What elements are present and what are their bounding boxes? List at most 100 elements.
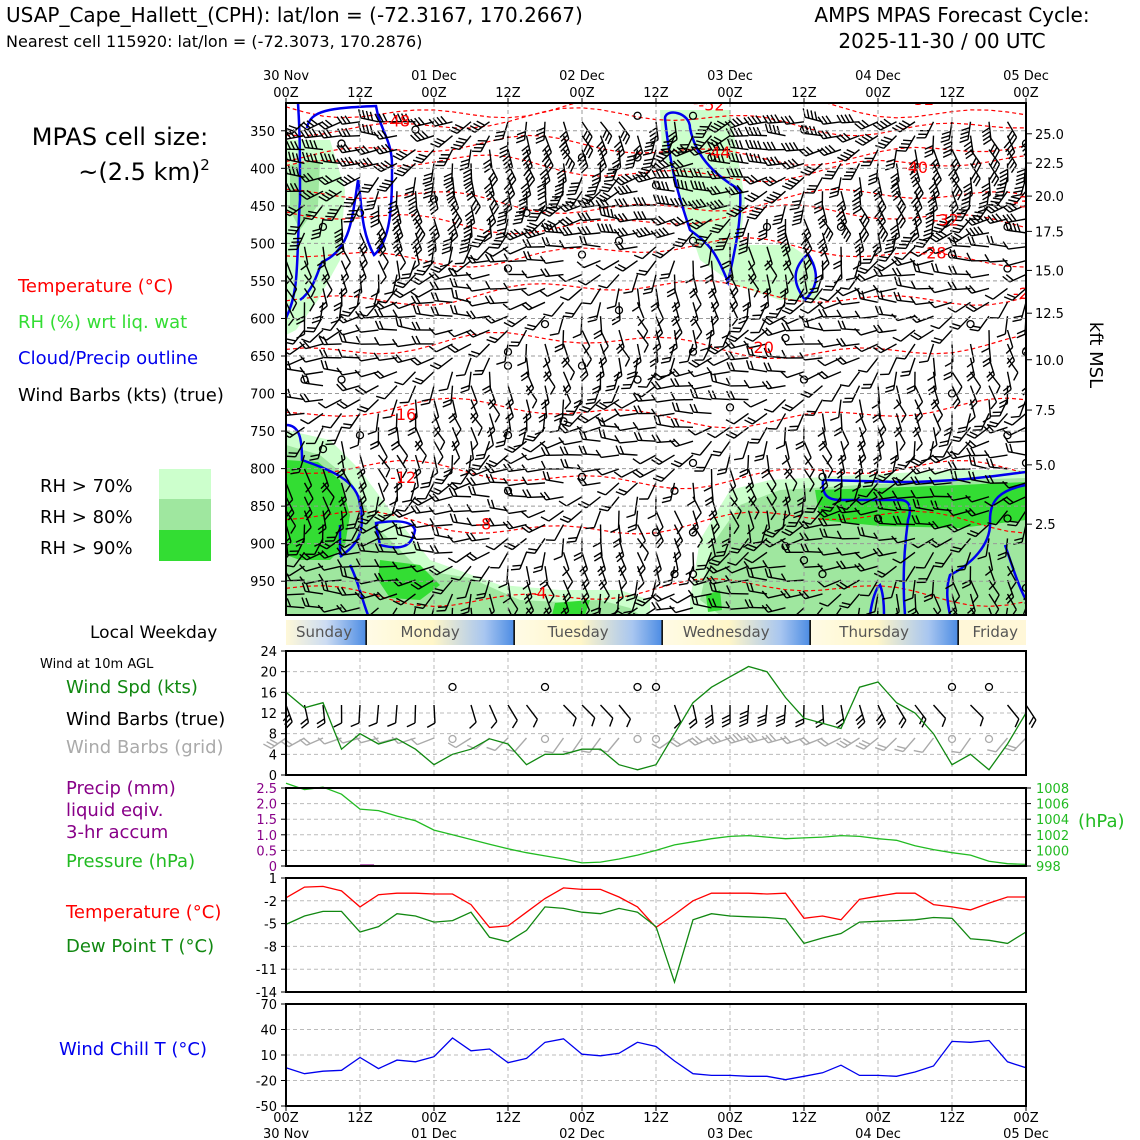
barb-flag xyxy=(766,196,776,202)
barb-flag xyxy=(263,138,271,147)
wind-barb xyxy=(539,255,564,265)
barb-flag xyxy=(464,182,473,190)
barb-flag xyxy=(267,365,272,373)
wind-barb xyxy=(965,214,990,226)
forecast-title: AMPS MPAS Forecast Cycle: xyxy=(814,3,1089,27)
barb-staff xyxy=(470,412,483,429)
barb-flag xyxy=(620,175,629,183)
barb-flag xyxy=(793,214,803,218)
barb-flag xyxy=(806,146,814,154)
barb-staff xyxy=(454,343,472,354)
barb-flag xyxy=(627,371,636,376)
barb-staff xyxy=(508,259,527,263)
barb-flag xyxy=(910,296,917,305)
barb-flag xyxy=(576,261,585,269)
barb-flag xyxy=(349,444,359,450)
barb-flag xyxy=(696,140,706,144)
barb-flag xyxy=(641,197,647,206)
barb-flag xyxy=(370,222,379,228)
barb-flag xyxy=(407,430,417,437)
wind-barb xyxy=(836,454,846,479)
barb-flag xyxy=(804,192,814,194)
barb-flag xyxy=(956,212,966,215)
wind-barb xyxy=(392,309,416,319)
barb-flag xyxy=(293,182,300,192)
barb-flag xyxy=(806,109,810,119)
barb-flag xyxy=(989,316,999,319)
wind-barb xyxy=(983,213,1008,225)
barb-flag xyxy=(790,177,800,182)
barb-staff xyxy=(286,371,287,375)
barb-flag xyxy=(272,183,276,191)
barb-flag xyxy=(810,110,814,120)
barb-staff xyxy=(711,176,731,180)
barb-flag xyxy=(473,373,483,376)
wind-barb xyxy=(412,149,435,164)
barb-flag xyxy=(735,117,744,125)
barb-flag xyxy=(929,186,938,194)
barb-staff xyxy=(1006,121,1018,138)
wind-barb xyxy=(781,398,805,412)
barb-flag xyxy=(633,431,639,441)
barb-flag xyxy=(943,141,953,146)
barb-flag xyxy=(955,223,965,228)
nearest-cell-title: Nearest cell 115920: lat/lon = (-72.3073… xyxy=(6,32,422,51)
barb-flag xyxy=(602,129,608,139)
wind-barb xyxy=(598,496,620,512)
wind-barb xyxy=(525,385,538,409)
barb-flag xyxy=(540,446,547,456)
wind-barb xyxy=(860,149,879,167)
barb-staff xyxy=(481,357,491,375)
barb-flag xyxy=(954,215,964,218)
barb-staff xyxy=(286,454,287,471)
barb-staff xyxy=(969,163,981,179)
barb-staff xyxy=(421,149,435,164)
barb-flag xyxy=(743,117,750,126)
barb-staff xyxy=(601,214,620,220)
wind-barb xyxy=(813,191,824,214)
wind-barb xyxy=(672,178,694,192)
barb-flag xyxy=(767,362,773,372)
barb-staff xyxy=(350,190,361,208)
barb-flag xyxy=(602,192,612,198)
barb-staff xyxy=(286,134,305,140)
barb-staff xyxy=(892,149,898,168)
barb-flag xyxy=(650,163,659,171)
barb-staff xyxy=(593,177,602,195)
barb-flag xyxy=(537,186,546,193)
barb-flag xyxy=(774,114,781,123)
barb-staff xyxy=(471,509,490,513)
wind-barb xyxy=(1002,213,1026,223)
barb-flag xyxy=(392,218,401,225)
barb-flag xyxy=(795,440,805,446)
barb-staff xyxy=(305,176,324,183)
barb-flag xyxy=(378,308,384,318)
barb-staff xyxy=(675,410,694,415)
barb-flag xyxy=(396,169,406,174)
barb-flag xyxy=(762,141,769,151)
barb-flag xyxy=(678,147,688,150)
barb-flag xyxy=(263,220,270,229)
wind-barb xyxy=(817,115,842,125)
wind-barb xyxy=(1012,302,1026,323)
barb-flag xyxy=(875,213,883,222)
barb-flag xyxy=(642,291,652,295)
wind-barb xyxy=(336,174,361,187)
barb-flag xyxy=(689,403,695,413)
barb-flag xyxy=(550,199,560,202)
barb-staff xyxy=(379,148,398,155)
barb-staff xyxy=(395,191,398,210)
barb-flag xyxy=(427,196,436,204)
wind-barb xyxy=(614,198,638,208)
barb-flag xyxy=(522,158,531,166)
barb-flag xyxy=(366,157,374,166)
barb-flag xyxy=(537,194,547,201)
barb-flag xyxy=(493,138,503,142)
barb-staff xyxy=(939,329,953,344)
wind-barb xyxy=(716,454,731,476)
wind-barb xyxy=(581,329,591,354)
barb-staff xyxy=(877,190,887,208)
wind-barb xyxy=(545,524,565,542)
barb-flag xyxy=(666,291,676,298)
barb-flag xyxy=(970,447,976,456)
